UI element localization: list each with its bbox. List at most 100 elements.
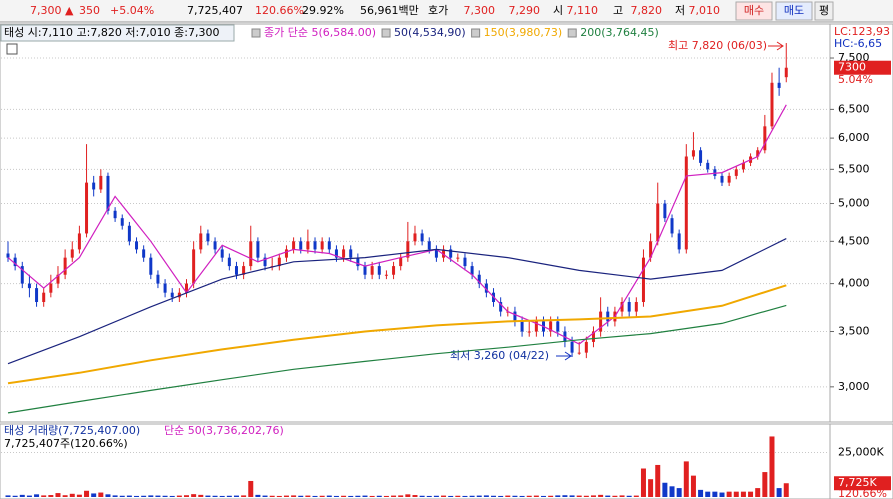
- y-tick-label: 4,500: [838, 234, 870, 247]
- volume-bar: [469, 495, 475, 497]
- volume-bar: [683, 461, 689, 497]
- volume-bar: [562, 495, 568, 497]
- volume-bar: [84, 490, 90, 497]
- grid-icon[interactable]: [6, 43, 18, 55]
- volume-bar: [419, 495, 425, 497]
- min-arrow: [556, 351, 572, 361]
- candle-body: [356, 257, 360, 267]
- volume-bar: [541, 495, 546, 497]
- volume-bar: [341, 495, 347, 497]
- volume-bar: [733, 491, 739, 497]
- volume-bar: [198, 494, 204, 497]
- candle-body: [370, 266, 374, 275]
- volume-bar: [669, 486, 675, 497]
- volume-bar: [755, 488, 761, 497]
- volume-bar: [655, 464, 661, 497]
- candle-body: [449, 249, 453, 258]
- candle-body: [77, 233, 81, 250]
- candle-body: [213, 241, 217, 250]
- volume-bar: [291, 495, 297, 497]
- volume-bar: [376, 495, 382, 497]
- candle-body: [777, 82, 781, 88]
- price: 7,300 ▲: [30, 4, 74, 17]
- volume-bar: [191, 494, 197, 497]
- volume-bar: [76, 494, 82, 497]
- volume-bar: [283, 495, 289, 497]
- volume-bar: [355, 495, 361, 497]
- candle-body: [641, 257, 645, 303]
- candle-body: [135, 241, 139, 250]
- candle-body: [513, 311, 517, 322]
- volume-bar: [276, 495, 282, 497]
- lc-label: LC:123,93: [834, 25, 890, 38]
- legend-swatch: [251, 28, 261, 38]
- volume-bar: [498, 495, 504, 497]
- volume-bar: [726, 491, 732, 497]
- last-volume-label: 7,725K: [838, 476, 877, 489]
- candle-body: [156, 274, 160, 284]
- sell-button[interactable]: [775, 1, 813, 21]
- candle-body: [199, 233, 203, 250]
- open-label: 시: [553, 4, 563, 17]
- eval-button[interactable]: [814, 1, 834, 21]
- volume-bar: [648, 479, 654, 497]
- volume-bar: [134, 495, 140, 497]
- candle-body: [49, 283, 53, 293]
- volume-bar: [605, 495, 611, 497]
- candle-body: [27, 283, 31, 289]
- candle-body: [649, 241, 653, 258]
- candle-body: [527, 331, 531, 333]
- candle-body: [534, 321, 538, 332]
- volume-bar: [155, 495, 161, 497]
- candle-body: [292, 241, 296, 250]
- sell-label[interactable]: 매도: [784, 4, 804, 17]
- volume-summary: 7,725,407주(120.66%): [4, 437, 128, 450]
- buy-label[interactable]: 매수: [744, 4, 764, 17]
- eval-label[interactable]: 평: [819, 4, 829, 17]
- legend-label: 종가 단순 5(6,584.00): [264, 26, 376, 39]
- volume-bar: [312, 495, 318, 497]
- candle-body: [242, 266, 246, 275]
- candle-body: [470, 266, 474, 275]
- volume-bar: [512, 495, 518, 497]
- price-axis: [829, 23, 893, 423]
- legend-label: 150(3,980,73): [484, 26, 563, 39]
- candle-body: [177, 292, 181, 298]
- quote-label: 호가: [428, 4, 448, 17]
- volume-bar: [105, 494, 111, 497]
- volume-bar: [112, 495, 118, 497]
- volume-bar: [583, 495, 589, 497]
- hc-label: HC:-6,65: [834, 37, 882, 50]
- buy-button[interactable]: [735, 1, 773, 21]
- min-annotation: 최저 3,260 (04/22): [450, 349, 549, 362]
- volume-bar: [383, 495, 389, 497]
- volume-bar: [326, 495, 332, 497]
- volume-bar: [305, 495, 311, 497]
- volume-bar: [269, 495, 275, 497]
- candle-body: [20, 266, 24, 284]
- candle-body: [163, 283, 167, 293]
- volume-bar: [640, 468, 646, 497]
- candle-body: [284, 249, 288, 258]
- volume-bar: [205, 495, 211, 497]
- candle-body: [434, 249, 438, 258]
- candle-body: [670, 218, 674, 234]
- volume-bar: [426, 495, 432, 497]
- volume-bar: [398, 495, 404, 497]
- volume-bar: [705, 491, 711, 497]
- title-box: [0, 24, 235, 42]
- change: 350: [79, 4, 100, 17]
- volume-bar: [626, 495, 632, 497]
- candle-body: [706, 162, 710, 170]
- candle-body: [320, 241, 324, 250]
- volume-bar: [491, 495, 497, 497]
- candle-body: [684, 156, 688, 250]
- candle-body: [377, 266, 381, 275]
- candle-body: [227, 257, 231, 267]
- change-pct: +5.04%: [110, 4, 154, 17]
- volume-bar: [698, 489, 704, 497]
- y-tick-label: 6,500: [838, 102, 870, 115]
- volume-bar: [233, 495, 239, 497]
- candle-body: [299, 241, 303, 250]
- volume-bar: [169, 495, 175, 497]
